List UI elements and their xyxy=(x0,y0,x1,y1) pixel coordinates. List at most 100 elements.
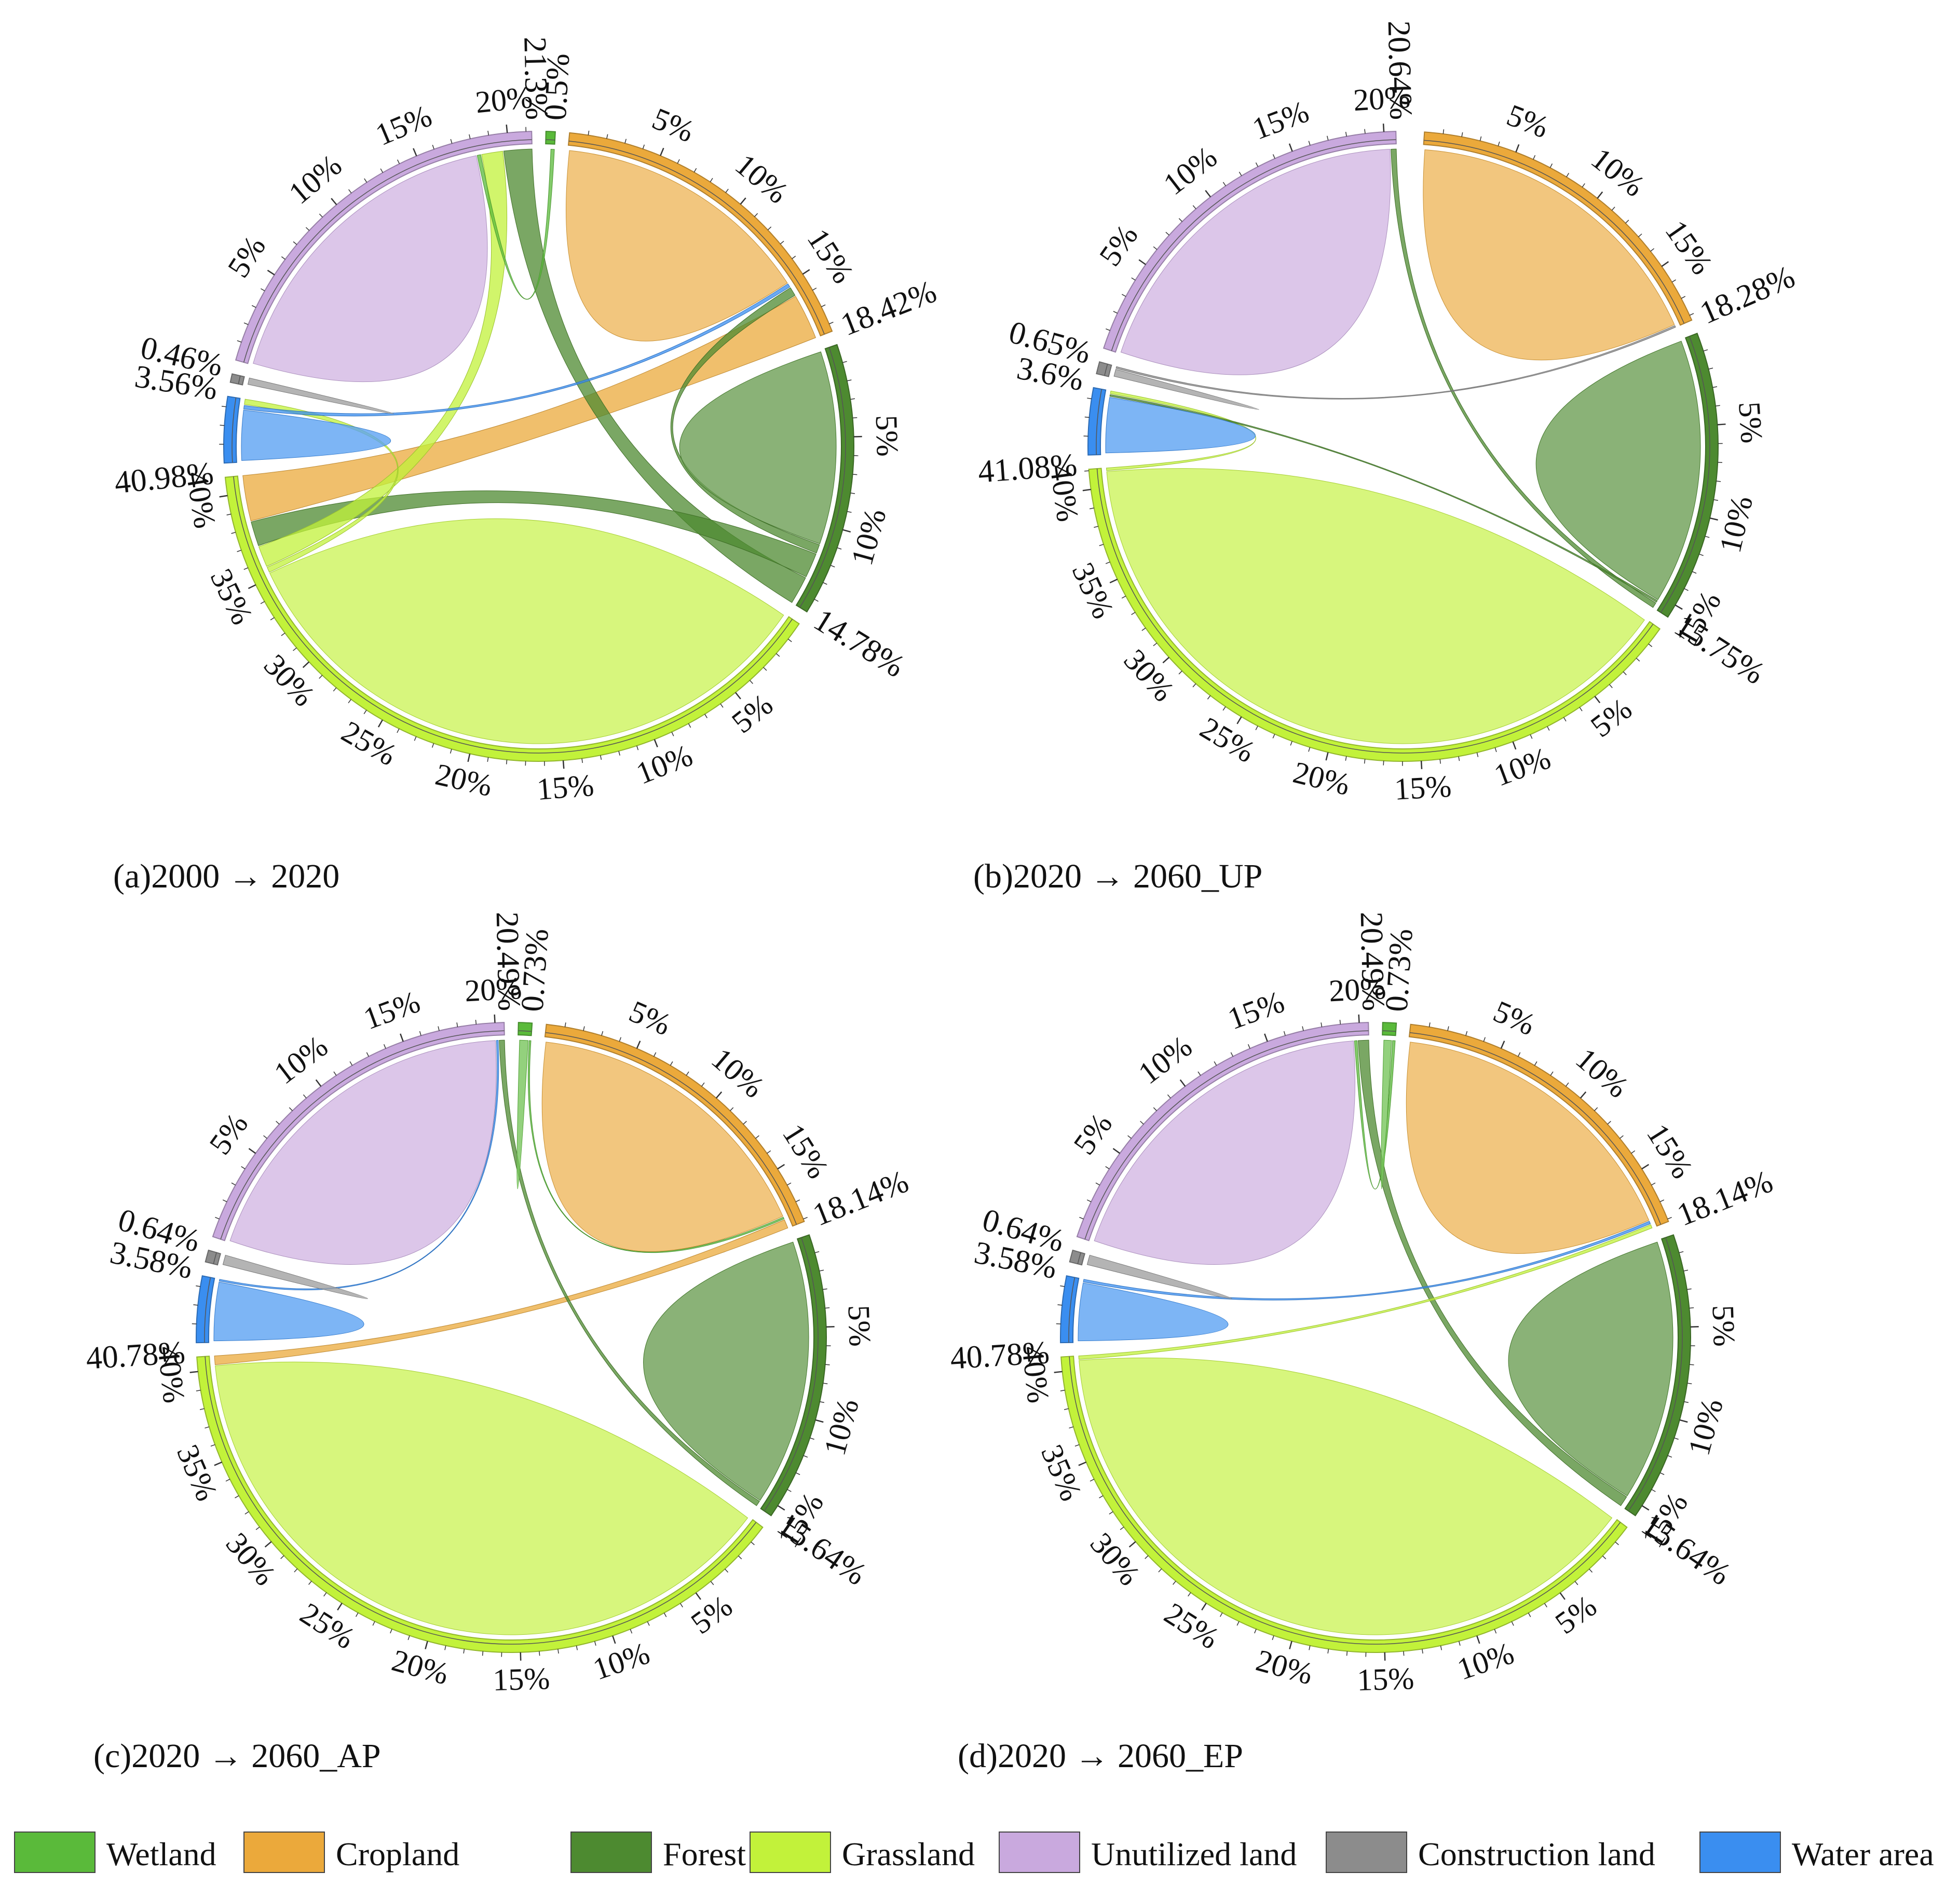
chord-self-forest xyxy=(1535,340,1701,600)
tick-mark xyxy=(819,1269,824,1272)
tick-mark xyxy=(734,692,741,700)
tick-mark xyxy=(1272,734,1275,739)
tick-label: 15% xyxy=(1223,985,1289,1036)
tick-mark xyxy=(189,1371,198,1373)
tick-label: 5% xyxy=(647,101,699,149)
tick-mark xyxy=(1611,207,1615,211)
segment-unutilized xyxy=(1102,131,1397,353)
tick-mark xyxy=(663,1612,667,1617)
segment-baseline-water xyxy=(232,398,237,463)
ribbons xyxy=(1106,148,1676,608)
total-label-cropland: 18.14% xyxy=(1672,1164,1778,1233)
tick-mark xyxy=(1087,398,1092,400)
tick-mark xyxy=(1671,279,1676,283)
tick-mark xyxy=(1069,1426,1074,1429)
caption-arrow: → xyxy=(1074,1737,1118,1775)
tick-mark xyxy=(677,159,680,164)
tick-mark xyxy=(820,1401,825,1403)
tick-label: 10% xyxy=(845,505,893,569)
segment-cropland xyxy=(567,132,833,337)
tick-mark xyxy=(825,1364,830,1365)
tick-mark xyxy=(562,760,565,769)
tick-mark xyxy=(255,1526,260,1530)
tick-label: 5% xyxy=(842,1305,878,1347)
legend-swatch-unutilized xyxy=(999,1832,1080,1873)
tick-mark xyxy=(636,1041,641,1049)
tick-label: 15% xyxy=(800,223,860,289)
segment-baseline-forest xyxy=(1660,336,1710,613)
chord-self-construction xyxy=(1113,368,1259,410)
tick-mark xyxy=(1153,643,1158,647)
segment-cropland xyxy=(1423,131,1693,326)
legend-label-cropland: Cropland xyxy=(336,1836,459,1873)
segment-grassland xyxy=(1088,468,1661,762)
tick-mark xyxy=(601,1031,604,1036)
tick-mark xyxy=(1709,517,1718,521)
tick-mark xyxy=(606,134,608,139)
tick-mark xyxy=(196,1285,201,1287)
tick-mark xyxy=(1631,1150,1636,1154)
tick-mark xyxy=(1684,588,1689,591)
segment-water xyxy=(196,1275,215,1344)
tick-mark xyxy=(792,255,796,259)
tick-label: 5% xyxy=(1093,218,1145,272)
chord-self-unutilized xyxy=(1094,1041,1355,1265)
chord-self-forest xyxy=(679,351,837,544)
caption-prefix: (d)2020 xyxy=(958,1737,1074,1775)
tick-mark xyxy=(1121,294,1126,297)
segment-grassland xyxy=(196,1356,764,1653)
tick-label: 10% xyxy=(1682,1395,1730,1459)
tick-mark xyxy=(431,743,434,748)
tick-mark xyxy=(222,1199,227,1202)
tick-mark xyxy=(294,1568,298,1573)
tick-mark xyxy=(1201,1603,1207,1611)
tick-mark xyxy=(710,1581,714,1586)
tick-mark xyxy=(1255,726,1258,730)
flow-cropland-to-grassland xyxy=(214,1219,788,1365)
tick-label: 10% xyxy=(1132,1029,1199,1091)
tick-label: 20% xyxy=(432,757,496,803)
tick-label: 20% xyxy=(388,1643,453,1691)
tick-mark xyxy=(576,1645,578,1650)
tick-mark xyxy=(241,1166,246,1169)
tick-label: 35% xyxy=(1035,1440,1088,1506)
tick-mark xyxy=(767,1150,771,1154)
segment-baseline-construction xyxy=(1104,364,1108,376)
chord-self-cropland xyxy=(566,150,788,341)
tick-mark xyxy=(1383,760,1384,766)
tick-label: 5% xyxy=(685,1589,738,1641)
segment-baseline-grassland xyxy=(1096,468,1654,754)
tick-mark xyxy=(695,1592,701,1600)
tick-mark xyxy=(1708,367,1713,370)
tick-mark xyxy=(1625,220,1629,224)
tick-mark xyxy=(225,1479,230,1482)
segment-grassland xyxy=(1060,1356,1628,1653)
tick-mark xyxy=(261,288,265,292)
tick-mark xyxy=(588,130,590,135)
tick-mark xyxy=(1479,136,1482,141)
legend-swatch-wetland xyxy=(14,1832,96,1873)
tick-mark xyxy=(323,1592,327,1597)
tick-mark xyxy=(205,1426,210,1429)
chord-self-construction xyxy=(222,1254,368,1300)
tick-mark xyxy=(1533,155,1536,160)
tick-mark xyxy=(814,1251,820,1253)
tick-mark xyxy=(337,1603,343,1611)
tick-label: 40% xyxy=(1043,462,1085,524)
tick-mark xyxy=(539,1651,540,1656)
segment-baseline-cropland xyxy=(568,141,825,335)
tick-label: 15% xyxy=(359,985,425,1036)
tick-mark xyxy=(780,240,784,244)
tick-label: 10% xyxy=(268,1029,334,1091)
tick-mark xyxy=(814,598,819,602)
tick-mark xyxy=(725,1568,729,1573)
tick-mark xyxy=(1153,1107,1157,1111)
flow-forest-to-water xyxy=(1109,394,1658,603)
tick-mark xyxy=(1582,183,1585,188)
tick-mark xyxy=(380,168,384,173)
tick-mark xyxy=(1461,132,1463,137)
tick-mark xyxy=(1141,627,1146,631)
tick-mark xyxy=(557,1649,559,1654)
tick-label: 5% xyxy=(1549,1589,1602,1641)
